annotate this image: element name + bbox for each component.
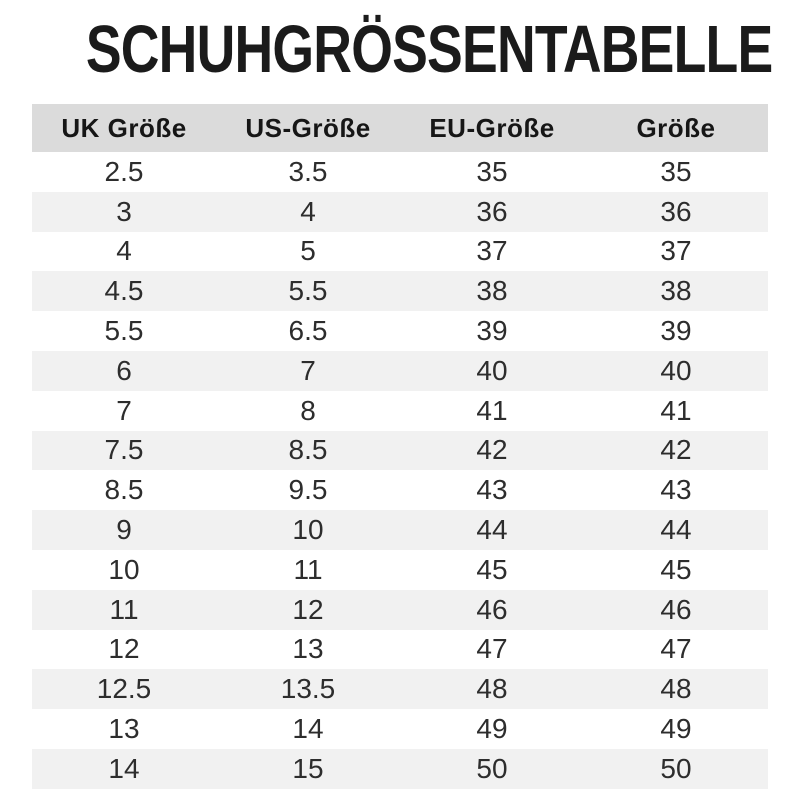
table-cell: 8.5 xyxy=(104,474,144,506)
table-cell: 5.5 xyxy=(216,271,400,312)
table-cell: 12 xyxy=(108,633,140,665)
table-cell: 14 xyxy=(292,713,324,745)
table-row: 13 14 49 49 xyxy=(32,709,768,749)
table-cell: 10 xyxy=(108,553,140,585)
table-cell: 3 xyxy=(32,191,216,232)
table-cell: 9 xyxy=(32,510,216,550)
table-cell: 36 xyxy=(400,191,584,232)
table-row: 7 8 41 41 xyxy=(32,391,768,431)
table-row: 6 7 40 40 xyxy=(32,350,768,391)
table-cell: 48 xyxy=(584,669,768,710)
table-row: 2.5 3.5 35 35 xyxy=(32,152,768,192)
table-cell: 39 xyxy=(476,315,508,347)
table-cell: 3.5 xyxy=(288,155,328,187)
table-cell: 7.5 xyxy=(32,430,216,471)
table-cell: 43 xyxy=(476,474,508,506)
page-title: SCHUHGRÖSSENTABELLE xyxy=(85,12,773,87)
table-cell: 4 xyxy=(216,191,400,232)
table-cell: 45 xyxy=(660,553,692,585)
table-cell: 44 xyxy=(584,510,768,550)
table-cell: 4 xyxy=(116,235,132,267)
table-cell: 46 xyxy=(584,589,768,630)
table-cell: 46 xyxy=(400,589,584,630)
table-cell: 37 xyxy=(660,235,692,267)
table-cell: 4.5 xyxy=(32,271,216,312)
table-cell: 38 xyxy=(400,271,584,312)
table-cell: 8.5 xyxy=(216,430,400,471)
table-cell: 45 xyxy=(476,553,508,585)
table-row: 4.5 5.5 38 38 xyxy=(32,271,768,312)
column-header-size: Größe xyxy=(584,104,768,152)
table-cell: 11 xyxy=(293,553,323,585)
table-cell: 38 xyxy=(584,271,768,312)
table-cell: 8 xyxy=(300,394,316,426)
table-cell: 36 xyxy=(584,191,768,232)
table-cell: 7 xyxy=(116,394,132,426)
table-cell: 9.5 xyxy=(288,474,328,506)
table-cell: 43 xyxy=(660,474,692,506)
table-cell: 11 xyxy=(32,589,216,630)
table-cell: 41 xyxy=(660,394,692,426)
table-cell: 15 xyxy=(216,748,400,789)
table-cell: 49 xyxy=(660,713,692,745)
table-cell: 10 xyxy=(216,510,400,550)
table-row: 7.5 8.5 42 42 xyxy=(32,430,768,471)
table-cell: 35 xyxy=(660,155,692,187)
column-header-us: US-Größe xyxy=(216,104,400,152)
table-cell: 42 xyxy=(400,430,584,471)
table-cell: 50 xyxy=(400,748,584,789)
column-header-uk: UK Größe xyxy=(32,104,216,152)
table-cell: 37 xyxy=(476,235,508,267)
table-row: 5.5 6.5 39 39 xyxy=(32,311,768,351)
table-row: 10 11 45 45 xyxy=(32,550,768,590)
title-wrap: SCHUHGRÖSSENTABELLE xyxy=(0,0,800,102)
table-cell: 40 xyxy=(584,350,768,391)
table-cell: 41 xyxy=(476,394,508,426)
table-cell: 13 xyxy=(292,633,324,665)
table-cell: 48 xyxy=(400,669,584,710)
table-cell: 6 xyxy=(32,350,216,391)
table-cell: 49 xyxy=(476,713,508,745)
table-cell: 39 xyxy=(660,315,692,347)
table-header: UK Größe US-Größe EU-Größe Größe xyxy=(32,104,768,152)
table-row: 12 13 47 47 xyxy=(32,630,768,670)
table-cell: 14 xyxy=(32,748,216,789)
table-cell: 12 xyxy=(216,589,400,630)
table-cell: 47 xyxy=(660,633,692,665)
table-cell: 44 xyxy=(400,510,584,550)
table-row: 8.5 9.5 43 43 xyxy=(32,470,768,510)
table-cell: 35 xyxy=(476,155,508,187)
table-cell: 50 xyxy=(584,748,768,789)
size-table-body: 2.5 3.5 35 35 3 4 36 36 4 5 37 37 4.5 5.5 38 38 5.5 6.5 39… xyxy=(32,152,768,789)
table-row: 4 5 37 37 xyxy=(32,232,768,272)
table-cell: 40 xyxy=(400,350,584,391)
table-header-row: UK Größe US-Größe EU-Größe Größe xyxy=(32,104,768,152)
table-cell: 6.5 xyxy=(288,315,328,347)
table-row: 3 4 36 36 xyxy=(32,191,768,232)
table-cell: 12.5 xyxy=(32,669,216,710)
column-header-eu: EU-Größe xyxy=(400,104,584,152)
table-cell: 2.5 xyxy=(104,155,144,187)
table-row: 12.5 13.5 48 48 xyxy=(32,669,768,710)
table-cell: 5 xyxy=(300,235,316,267)
table-cell: 7 xyxy=(216,350,400,391)
table-cell: 13.5 xyxy=(216,669,400,710)
table-cell: 42 xyxy=(584,430,768,471)
table-row: 14 15 50 50 xyxy=(32,748,768,789)
table-cell: 13 xyxy=(108,713,140,745)
shoe-size-table: UK Größe US-Größe EU-Größe Größe 2.5 3.5 3… xyxy=(32,104,768,789)
table-row: 11 12 46 46 xyxy=(32,589,768,630)
table-cell: 47 xyxy=(476,633,508,665)
table-row: 9 10 44 44 xyxy=(32,510,768,550)
table-cell: 5.5 xyxy=(104,315,144,347)
